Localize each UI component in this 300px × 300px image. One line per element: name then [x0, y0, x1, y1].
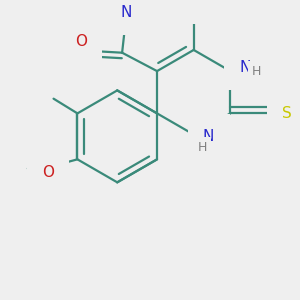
- Text: N: N: [239, 60, 251, 75]
- Text: H: H: [110, 0, 119, 10]
- Text: H: H: [130, 0, 140, 10]
- Text: N: N: [120, 5, 131, 20]
- Text: N: N: [203, 129, 214, 144]
- Text: H: H: [251, 64, 261, 78]
- Text: H: H: [198, 141, 208, 154]
- Text: O: O: [42, 165, 54, 180]
- Text: S: S: [282, 106, 292, 121]
- Text: O: O: [75, 34, 87, 49]
